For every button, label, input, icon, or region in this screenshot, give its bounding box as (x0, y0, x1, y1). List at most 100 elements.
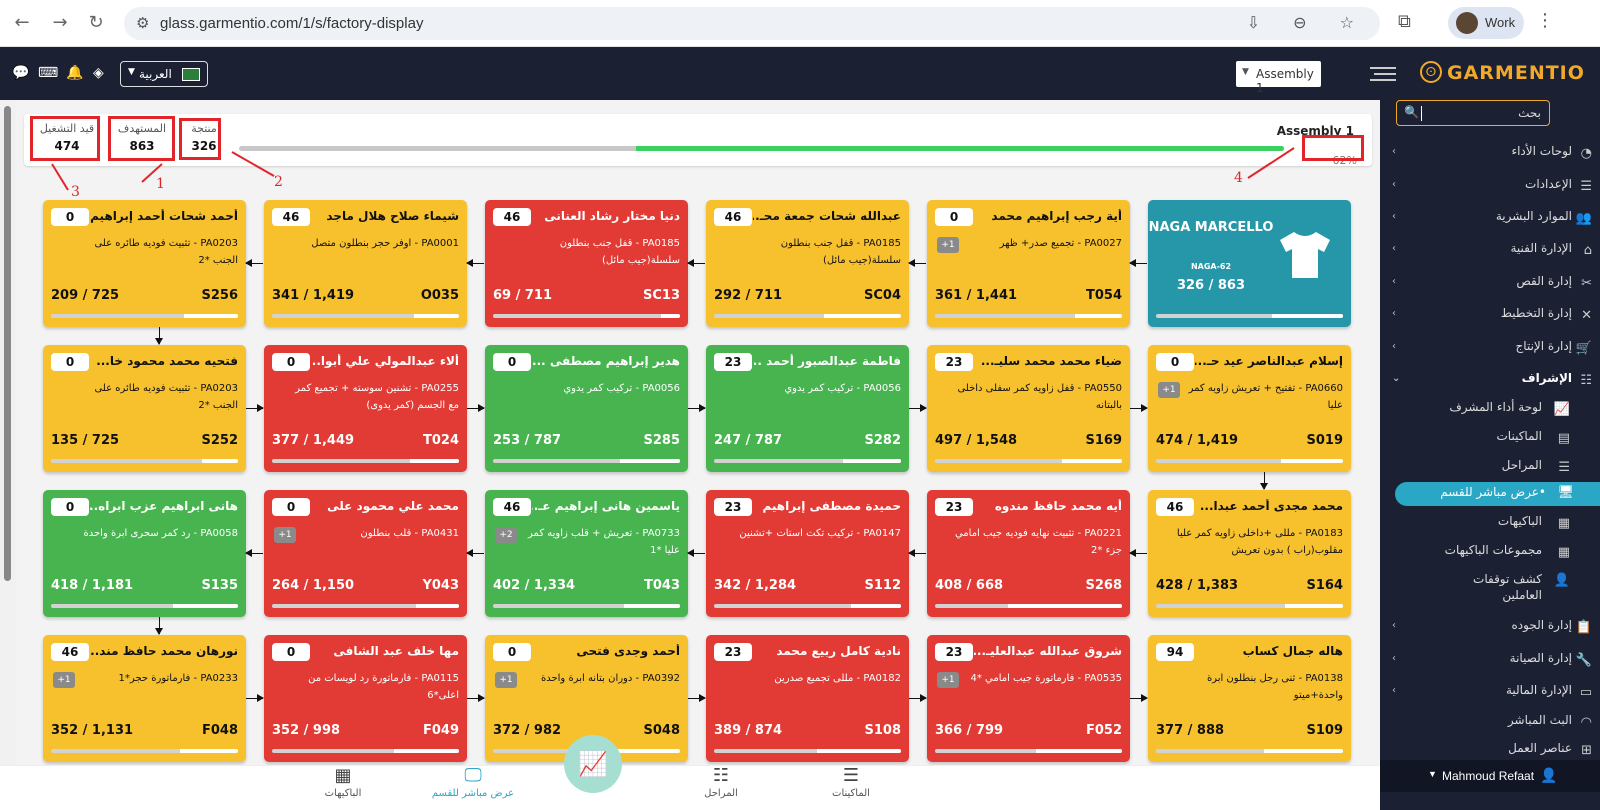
sidebar-item-bundle-groups[interactable]: مجموعات الباكيهات ▦ (1362, 543, 1570, 565)
sidebar-item-hr[interactable]: ‹ الموارد البشرية 👥 (1392, 209, 1592, 231)
menu-toggle-icon[interactable] (1370, 67, 1396, 81)
sidebar-item-finance[interactable]: ‹ الإدارة المالية ▭ (1392, 683, 1592, 705)
operator-card[interactable]: 46 نورهان محمد حافظ مند... PA0233 - فارمات… (43, 635, 246, 762)
more-operations-badge[interactable]: +1 (937, 237, 959, 253)
operator-card[interactable]: 46 شيماء صلاح هلال ماجد PA0001 - اوفر حجر … (264, 200, 467, 327)
bottom-nav-stages[interactable]: ☷ المراحل (676, 765, 766, 799)
wip-badge: 0 (1156, 353, 1194, 371)
operator-card[interactable]: 46 عبدالله شحات جمعة محـ... PA0185 - قفل ج… (706, 200, 909, 327)
chat-icon[interactable]: 💬 (12, 65, 30, 81)
wip-badge: 23 (714, 498, 752, 516)
site-settings-icon[interactable]: ⚙ (136, 14, 150, 32)
more-operations-badge[interactable]: +1 (495, 672, 517, 688)
sidebar-item-supervision[interactable]: ⌄ الإشراف ☷ (1392, 371, 1592, 393)
profile-button[interactable]: Work (1448, 7, 1524, 39)
operator-card[interactable]: 46 محمد مجدى أحمد عبدا... PA0183 - مللى +د… (1148, 490, 1351, 617)
scrollbar[interactable] (0, 100, 16, 765)
card-progress-fill (1062, 459, 1122, 463)
scrollbar-thumb[interactable] (4, 106, 11, 581)
operator-card[interactable]: 23 أيه محمد حافظ مندوه PA0221 - تثبيت نهاي… (927, 490, 1130, 617)
operator-card[interactable]: 0 محمد علي محمود على PA0431 - قلب بنطلون +1… (264, 490, 467, 617)
sidebar-item-planning[interactable]: ‹ إدارة التخطيط ✕ (1392, 306, 1592, 328)
chart-fab-button[interactable]: 📈 (564, 735, 622, 793)
more-operations-badge[interactable]: +1 (1158, 382, 1180, 398)
address-bar[interactable]: ⚙ glass.garmentio.com/1/s/factory-displa… (124, 7, 1380, 40)
language-select[interactable]: ▼ العربية (120, 61, 208, 87)
card-progress-bar (51, 604, 238, 608)
style-card[interactable]: NAGA MARCELLO NAGA-62 326 / 863 (1148, 200, 1351, 327)
bottom-nav: ☰ الماكينات ☷ المراحل 🖵 عرض مباشر للقسم ▦ ال… (0, 765, 1380, 810)
rss-icon: ◠ (1580, 715, 1592, 730)
layers-icon[interactable]: ◈ (93, 65, 104, 81)
flow-arrow (687, 259, 705, 267)
operator-card[interactable]: 46 دنيا مختار رشاد العنانى PA0185 - قفل جن… (485, 200, 688, 327)
operator-card[interactable]: 0 أحمد شحات أحمد إبراهيم PA0203 - تثبيت فو… (43, 200, 246, 327)
server-icon: ☰ (842, 765, 860, 786)
produced-count: 377 / 888 (1156, 723, 1225, 738)
machine-code: S112 (864, 578, 902, 593)
operator-card[interactable]: 23 فاطمة عبدالصبور أحمد ... PA0056 - تركيب… (706, 345, 909, 472)
forward-icon[interactable]: → (52, 12, 68, 33)
operator-card[interactable]: 0 أية رجب إبراهيم محمد PA0027 - تجميع صدر+… (927, 200, 1130, 327)
bottom-nav-bundles[interactable]: ▦ الباكيهات (298, 765, 388, 799)
bottom-nav-machines[interactable]: ☰ الماكينات (806, 765, 896, 799)
sidebar-item-supervisor-dashboard[interactable]: لوحة أداء المشرف 📈 (1362, 400, 1570, 422)
operator-card[interactable]: 23 ضياء محمد محمد سليـ... PA0550 - قفل زاو… (927, 345, 1130, 472)
more-operations-badge[interactable]: +1 (274, 527, 296, 543)
produced-label: منتجة (191, 122, 217, 135)
operator-card[interactable]: 46 ياسمين هانى إبراهيم عـ... PA0733 - تعري… (485, 490, 688, 617)
operator-card[interactable]: 0 فتحيه محمد محمود خا... PA0203 - تثبيت فو… (43, 345, 246, 472)
sidebar-item-quality[interactable]: ‹ إدارة الجوده 📋 (1392, 618, 1592, 640)
back-icon[interactable]: ← (14, 12, 30, 33)
operator-name: فتحيه محمد محمود خا... (96, 354, 238, 368)
more-operations-badge[interactable]: +2 (495, 527, 517, 543)
operator-card[interactable]: 23 نادية كامل ربيع محمد PA0182 - مللى تجمي… (706, 635, 909, 762)
sidebar-item-stages[interactable]: المراحل ☰ (1362, 458, 1570, 480)
sidebar-item-bundles[interactable]: الباكيهات ▦ (1362, 514, 1570, 536)
bell-icon[interactable]: 🔔 (66, 65, 84, 81)
operator-card[interactable]: 0 مها خلف عبد الشافى PA0115 - فارماتورة رد… (264, 635, 467, 762)
operator-card[interactable]: 23 شروق عبدالله عبدالعليـ... PA0535 - فارم… (927, 635, 1130, 762)
reload-icon[interactable]: ↻ (88, 12, 104, 33)
extensions-icon[interactable]: ⧉ (1398, 11, 1411, 32)
url-text[interactable]: glass.garmentio.com/1/s/factory-display (160, 15, 424, 32)
sidebar-item-maintenance[interactable]: ‹ إدارة الصيانة 🔧 (1392, 651, 1592, 673)
sidebar-item-label: المراحل (1501, 458, 1542, 472)
user-menu[interactable]: ▼ Mahmoud Refaat 👤 (1380, 760, 1600, 792)
sidebar-item-production[interactable]: ‹ إدارة الإنتاج 🛒 (1392, 339, 1592, 361)
operator-card[interactable]: 23 حميدة مصطفى إبراهيم PA0147 - تركيب تكت … (706, 490, 909, 617)
more-operations-badge[interactable]: +1 (53, 672, 75, 688)
sidebar-item-work-items[interactable]: عناصر العمل ⊞ (1392, 741, 1592, 763)
users-icon: 👥 (1575, 211, 1592, 226)
sidebar-item-live-view[interactable]: عرض مباشر للقسم• 🖥 (1395, 482, 1600, 506)
operator-card[interactable]: 94 هاله جمال كساب PA0138 - ثنى رجل بنطلون … (1148, 635, 1351, 762)
browser-menu-icon[interactable]: ⋮ (1536, 10, 1554, 31)
operation-desc: PA0115 - فارماتورة رد لويسات من اعلى*6 (308, 673, 459, 701)
card-progress-fill (661, 314, 680, 318)
more-operations-badge[interactable]: +1 (937, 672, 959, 688)
sidebar-item-cutting[interactable]: ‹ إدارة القص ✂ (1392, 274, 1592, 296)
annotation-label: 2 (274, 174, 283, 190)
style-progress-fill (1271, 314, 1343, 318)
flow-arrow (467, 404, 485, 412)
operator-card[interactable]: 0 إسلام عبدالناصر عيد حـ... PA0660 - تفتيح… (1148, 345, 1351, 472)
operator-card[interactable]: 0 ألاء عبدالمولي علي أبوا... PA0255 - تشني… (264, 345, 467, 472)
sidebar-item-label: مجموعات الباكيهات (1444, 543, 1542, 557)
sidebar-item-broadcast[interactable]: البث المباشر ◠ (1392, 713, 1592, 735)
operator-card[interactable]: 0 هانى ابراهيم عزب ابراه... PA0058 - رد كم… (43, 490, 246, 617)
sidebar-item-machines[interactable]: الماكينات ▤ (1362, 429, 1571, 451)
flow-arrow (909, 404, 927, 412)
sidebar-item-worker-stops[interactable]: كشف توقفات العاملين 👤 (1432, 571, 1570, 605)
sidebar-item-settings[interactable]: ‹ الإعدادات ☰ (1392, 177, 1592, 199)
machine-code: S164 (1306, 578, 1344, 593)
flow-arrow (908, 549, 926, 557)
keyboard-icon[interactable]: ⌨ (38, 65, 59, 81)
line-select[interactable]: ▼ Assembly 1 (1236, 61, 1321, 95)
machine-code: Y043 (422, 578, 459, 593)
address-bar-actions[interactable]: ⇩ ⊖ ☆ (1246, 13, 1368, 32)
operator-card[interactable]: 0 هدير إبراهيم مصطفى ... PA0056 - تركيب كم… (485, 345, 688, 472)
search-input[interactable]: 🔍 بحث (1396, 100, 1550, 126)
sidebar-item-dashboards[interactable]: ‹ لوحات الأداء ◔ (1392, 144, 1592, 166)
bottom-nav-live-view[interactable]: 🖵 عرض مباشر للقسم (428, 765, 518, 799)
sidebar-item-technical[interactable]: ‹ الإدارة الفنية ⌂ (1392, 241, 1592, 263)
